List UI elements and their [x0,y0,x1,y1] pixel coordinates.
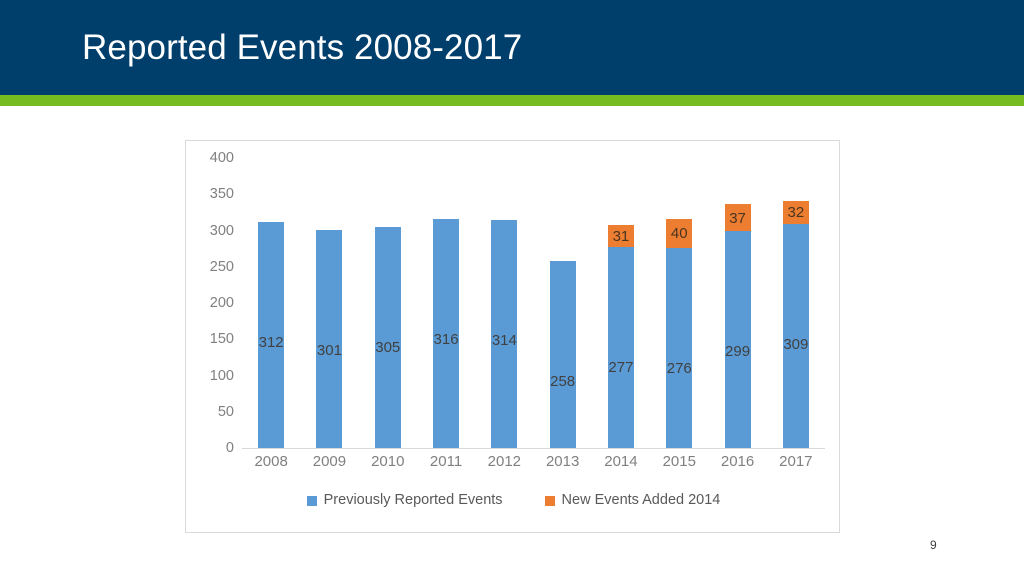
y-axis-tick-label: 300 [209,222,234,239]
x-axis-tick-label-2010: 2010 [371,453,405,470]
bar-segment-new-events[interactable] [724,204,751,232]
bar-column-2015[interactable]: 276 40 [666,158,693,448]
bar-value-label: 301 [316,341,342,359]
bar-segment-previously-reported[interactable] [258,221,285,448]
x-axis-tick-label-2015: 2015 [662,453,696,470]
bar-value-label-new-events: 40 [670,225,688,243]
y-axis-tick-label: 0 [225,440,234,456]
bar-value-label: 277 [608,359,634,377]
bar-segment-previously-reported[interactable] [666,247,693,448]
bar-column-2017[interactable]: 309 32 [782,158,809,448]
bar-segment-previously-reported[interactable] [491,220,518,448]
bar-segment-previously-reported[interactable] [549,260,576,448]
y-axis-tick-label: 150 [209,331,234,348]
x-axis-tick-label-2012: 2012 [487,453,522,470]
legend-item-previously-reported-events[interactable]: Previously Reported Events [306,492,503,508]
x-axis-tick-label-2016: 2016 [720,453,755,470]
bar-column-2009[interactable]: 301 [316,158,343,448]
header-accent-rule [0,95,1024,106]
chart-container[interactable]: 400 350 300 250 200 150 100 50 0 312 2008 301 2009 30… [185,140,840,533]
bar-value-label-new-events: 32 [787,204,805,222]
bar-value-label: 299 [725,343,751,361]
bar-segment-previously-reported[interactable] [724,231,751,448]
slide-header-band [0,0,1024,95]
chart-legend: Previously Reported Events New Events Add… [186,493,841,508]
x-axis-tick-label-2017: 2017 [779,453,813,470]
bar-column-2013[interactable]: 258 [549,158,576,448]
y-axis-tick-label: 250 [209,258,234,275]
legend-label: Previously Reported Events [323,492,503,508]
bar-column-2008[interactable]: 312 [258,158,285,448]
bar-value-label: 312 [258,333,284,351]
x-axis-line [242,448,825,449]
x-axis-tick-label-2009: 2009 [312,453,347,470]
legend-label: New Events Added 2014 [561,492,721,508]
bar-segment-new-events[interactable] [782,200,809,224]
bar-value-label: 316 [433,330,459,348]
bar-value-label: 276 [666,359,692,377]
page-title: Reported Events 2008-2017 [82,28,523,67]
bar-value-label-new-events: 37 [729,209,746,227]
bar-column-2012[interactable]: 314 [491,158,518,448]
x-axis-tick-label-2011: 2011 [429,453,463,470]
bar-segment-previously-reported[interactable] [782,223,809,448]
y-axis-tick-label: 350 [209,186,234,203]
bar-segment-new-events[interactable] [607,224,634,248]
bar-column-2016[interactable]: 299 37 [724,158,751,448]
bar-column-2010[interactable]: 305 [374,158,401,448]
legend-item-new-events-added-2014[interactable]: New Events Added 2014 [544,492,721,508]
bar-segment-previously-reported[interactable] [374,226,401,448]
y-axis-tick-label: 100 [209,367,234,384]
y-axis-tick-label: 200 [209,295,234,311]
bar-value-label: 314 [491,332,517,350]
x-axis-tick-label-2013: 2013 [545,453,580,470]
bar-column-2014[interactable]: 277 31 [607,158,634,448]
legend-swatch-icon [544,495,555,506]
legend-swatch-icon [306,495,317,506]
bar-segment-previously-reported[interactable] [316,229,343,448]
bar-value-label-new-events: 31 [612,227,630,245]
x-axis-tick-label-2014: 2014 [604,453,638,470]
x-axis-tick-label-2008: 2008 [254,453,288,470]
bar-value-label: 305 [375,338,401,356]
y-axis-tick-label: 400 [209,150,234,166]
bar-column-2011[interactable]: 316 [433,158,460,448]
slide-page-number: 9 [930,538,937,552]
chart-plot-area: 400 350 300 250 200 150 100 50 0 312 2008 301 2009 30… [186,141,841,534]
bar-value-label: 309 [783,335,809,353]
bar-segment-previously-reported[interactable] [433,218,460,448]
bar-segment-previously-reported[interactable] [607,247,634,448]
bar-value-label: 258 [550,372,576,390]
y-axis-tick-label: 50 [217,403,234,420]
bar-segment-new-events[interactable] [666,218,693,248]
